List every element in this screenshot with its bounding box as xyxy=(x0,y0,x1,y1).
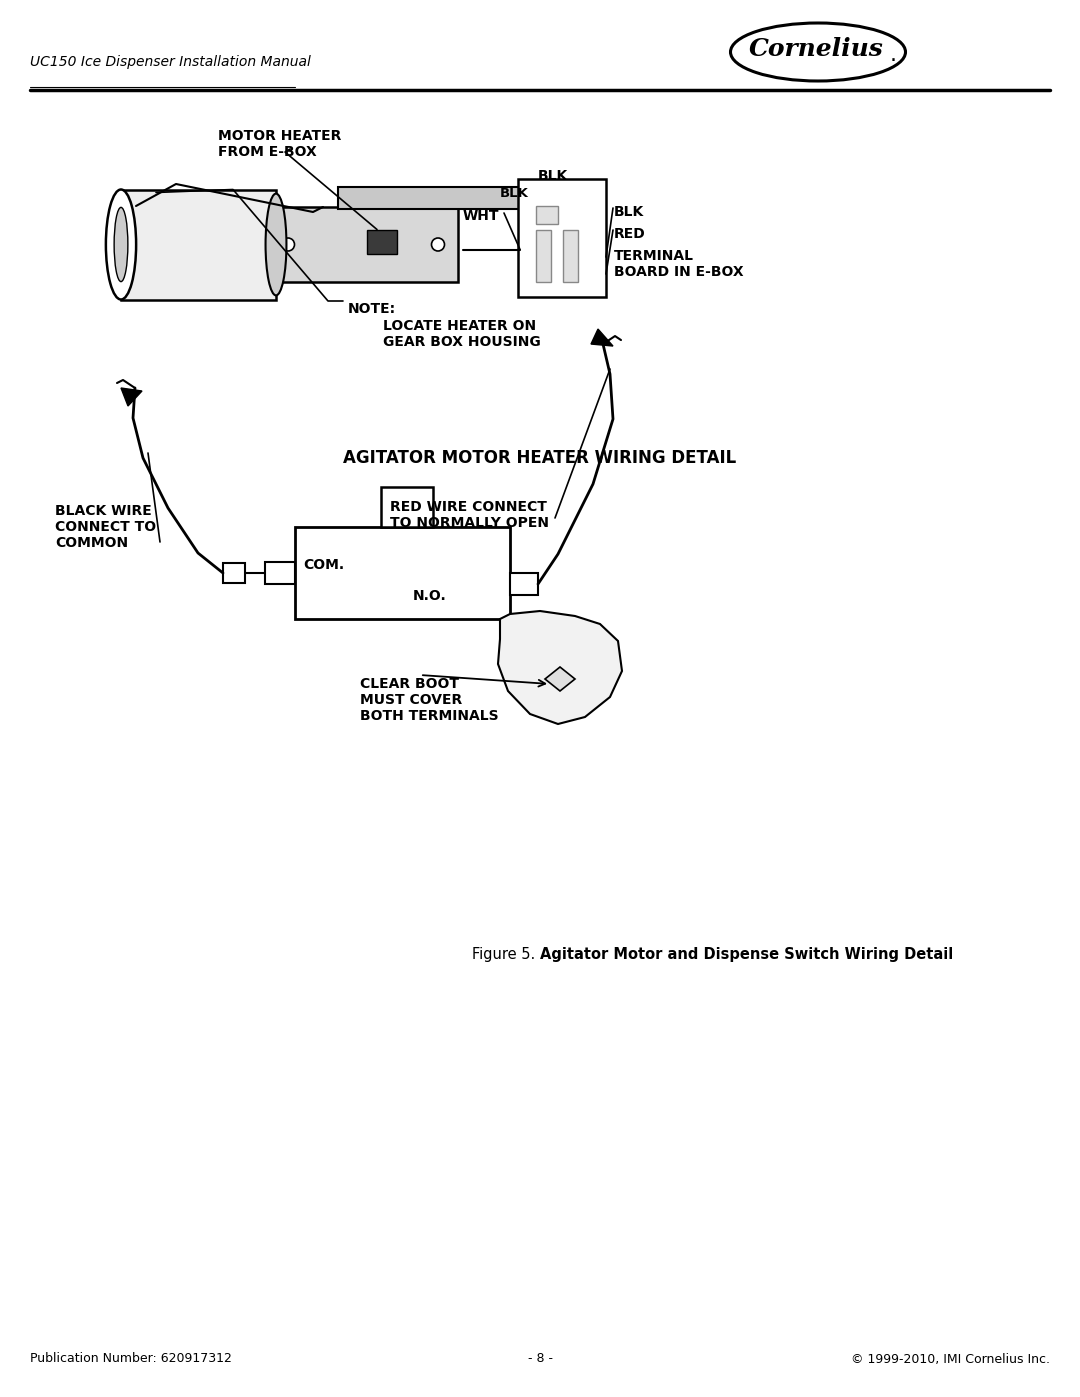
Ellipse shape xyxy=(282,237,295,251)
Text: NOTE:: NOTE: xyxy=(348,302,396,316)
Ellipse shape xyxy=(432,237,445,251)
Ellipse shape xyxy=(114,207,127,282)
Text: CLEAR BOOT
MUST COVER
BOTH TERMINALS: CLEAR BOOT MUST COVER BOTH TERMINALS xyxy=(360,678,499,724)
FancyBboxPatch shape xyxy=(338,187,563,210)
FancyBboxPatch shape xyxy=(295,527,510,619)
Polygon shape xyxy=(591,330,613,346)
Text: Publication Number: 620917312: Publication Number: 620917312 xyxy=(30,1352,232,1365)
Text: © 1999-2010, IMI Cornelius Inc.: © 1999-2010, IMI Cornelius Inc. xyxy=(851,1352,1050,1365)
FancyBboxPatch shape xyxy=(518,179,606,298)
FancyBboxPatch shape xyxy=(536,205,558,224)
Text: BLK: BLK xyxy=(615,205,645,219)
Text: N.O.: N.O. xyxy=(414,590,447,604)
Text: BLK: BLK xyxy=(500,187,529,200)
Polygon shape xyxy=(121,190,276,299)
FancyBboxPatch shape xyxy=(510,573,538,595)
Text: .: . xyxy=(890,45,897,66)
Polygon shape xyxy=(121,388,141,407)
Text: BLACK WIRE
CONNECT TO
COMMON: BLACK WIRE CONNECT TO COMMON xyxy=(55,504,157,550)
Text: WHT: WHT xyxy=(463,210,499,224)
Text: MOTOR HEATER
FROM E-BOX: MOTOR HEATER FROM E-BOX xyxy=(218,129,341,159)
Text: Cornelius: Cornelius xyxy=(748,36,883,61)
Text: - 8 -: - 8 - xyxy=(527,1352,553,1365)
FancyBboxPatch shape xyxy=(268,207,458,282)
Text: TERMINAL
BOARD IN E-BOX: TERMINAL BOARD IN E-BOX xyxy=(615,249,744,279)
FancyBboxPatch shape xyxy=(536,231,551,282)
Ellipse shape xyxy=(106,190,136,299)
Ellipse shape xyxy=(266,194,286,295)
FancyBboxPatch shape xyxy=(563,231,578,282)
Text: AGITATOR MOTOR HEATER WIRING DETAIL: AGITATOR MOTOR HEATER WIRING DETAIL xyxy=(343,448,737,467)
Text: UC150 Ice Dispenser Installation Manual: UC150 Ice Dispenser Installation Manual xyxy=(30,54,311,68)
Text: LOCATE HEATER ON
GEAR BOX HOUSING: LOCATE HEATER ON GEAR BOX HOUSING xyxy=(383,319,541,349)
Text: Figure 5.: Figure 5. xyxy=(472,947,540,963)
Text: RED: RED xyxy=(615,226,646,242)
Text: COM.: COM. xyxy=(303,557,345,571)
Text: Agitator Motor and Dispense Switch Wiring Detail: Agitator Motor and Dispense Switch Wirin… xyxy=(540,947,954,963)
FancyBboxPatch shape xyxy=(222,563,245,583)
Polygon shape xyxy=(498,610,622,724)
Text: RED WIRE CONNECT
TO NORMALLY OPEN: RED WIRE CONNECT TO NORMALLY OPEN xyxy=(390,500,549,531)
Text: BLK: BLK xyxy=(538,169,568,183)
FancyBboxPatch shape xyxy=(381,488,433,527)
FancyBboxPatch shape xyxy=(265,562,295,584)
FancyBboxPatch shape xyxy=(367,229,397,253)
Polygon shape xyxy=(545,666,575,692)
